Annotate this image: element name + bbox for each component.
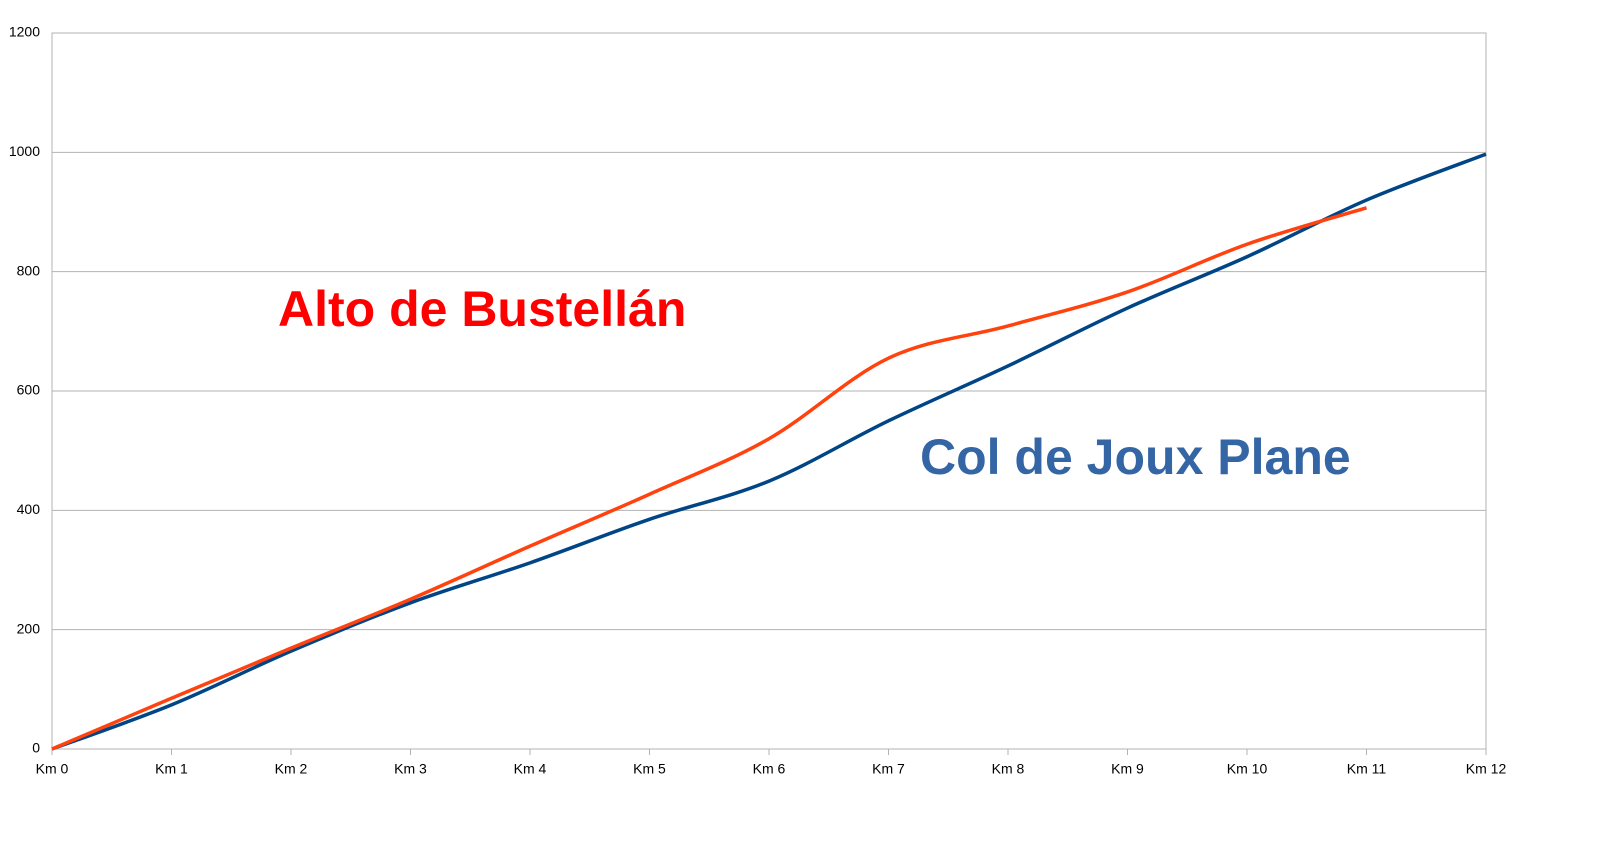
y-tick-label: 1000 (9, 143, 40, 159)
x-tick-label: Km 0 (36, 761, 69, 777)
x-tick-label: Km 7 (872, 761, 905, 777)
y-tick-label: 1200 (9, 24, 40, 40)
series-label: Col de Joux Plane (920, 429, 1351, 485)
x-tick-label: Km 6 (753, 761, 786, 777)
x-tick-label: Km 11 (1347, 761, 1387, 777)
x-tick-label: Km 10 (1227, 761, 1268, 777)
x-tick-label: Km 2 (275, 761, 308, 777)
y-tick-label: 400 (17, 501, 41, 517)
x-tick-label: Km 12 (1466, 761, 1507, 777)
y-tick-label: 200 (17, 620, 41, 636)
x-tick-label: Km 9 (1111, 761, 1144, 777)
x-tick-label: Km 4 (514, 761, 547, 777)
y-tick-label: 600 (17, 382, 41, 398)
series-line (51, 152, 1487, 751)
series-label: Alto de Bustellán (278, 281, 686, 337)
x-tick-label: Km 1 (155, 761, 188, 777)
series-line (51, 206, 1368, 751)
y-tick-label: 0 (32, 740, 40, 756)
y-tick-label: 800 (17, 262, 41, 278)
x-tick-label: Km 3 (394, 761, 427, 777)
x-tick-label: Km 8 (992, 761, 1025, 777)
x-tick-label: Km 5 (633, 761, 666, 777)
